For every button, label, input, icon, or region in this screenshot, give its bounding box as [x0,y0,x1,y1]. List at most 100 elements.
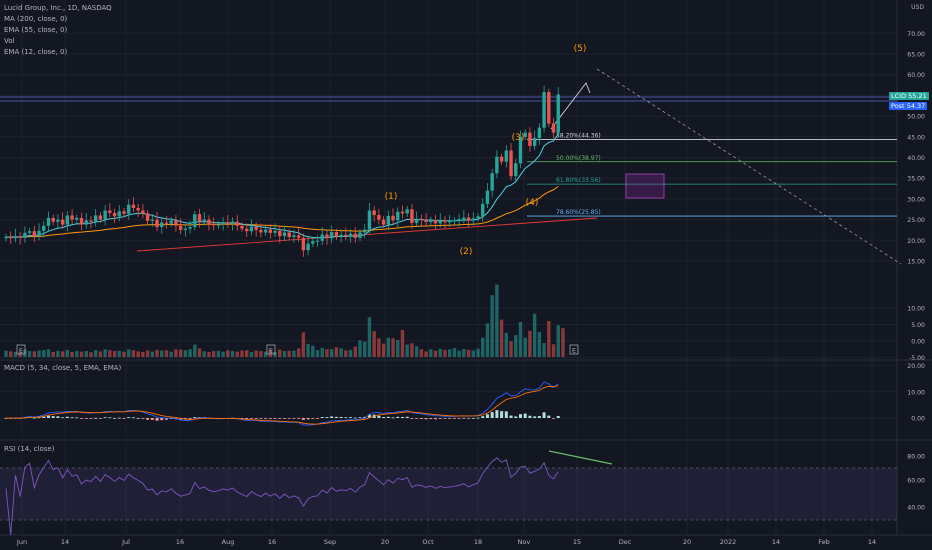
macd-histogram-bar [150,418,154,420]
volume-bar [532,313,537,357]
candle-body [556,94,560,133]
candle-body [315,240,320,242]
volume-bar [174,349,178,357]
price-axis-tick: 30.00 [907,196,925,203]
volume-bar [84,351,88,357]
time-axis-tick: Jun [16,538,27,546]
volume-bar [329,349,334,357]
time-axis-tick: 2022 [720,538,737,546]
volume-bar [551,344,556,357]
candle-body [216,224,221,226]
candle-body [174,220,178,226]
price-axis-tick: 15.00 [907,259,925,266]
candle-body [348,233,353,237]
candle-body [381,219,386,225]
candle-body [523,132,527,137]
volume-bar [70,351,74,357]
candle-body [211,223,216,226]
volume-bar [499,319,504,357]
candle-body [32,231,37,237]
volume-bar [504,332,509,357]
volume-bar [141,351,145,357]
volume-bar [556,325,560,357]
volume-bar [93,350,98,357]
macd-title[interactable]: MACD (5, 34, close, 5, EMA, EMA) [4,364,122,372]
macd-signal-line [5,385,559,425]
candle-body [447,221,452,223]
time-axis-tick: 14 [868,538,876,546]
time-axis-tick: Feb [818,538,830,546]
volume-bar [122,351,126,357]
candle-body [226,222,230,224]
volume-bar [108,350,112,357]
candle-body [547,92,551,124]
candle-body [235,221,239,226]
macd-histogram-bar [495,410,499,418]
macd-histogram-bar [419,418,423,419]
macd-histogram-bar [533,416,537,418]
macd-histogram-bar [434,418,438,420]
wave-label: (4) [526,198,539,208]
macd-histogram-bar [311,418,315,419]
price-axis-tick: 50.00 [907,114,925,121]
rsi-axis-tick: 80.00 [907,454,925,461]
macd-histogram-bar [500,411,504,418]
candle-body [127,204,131,214]
rsi-axis-tick: 40.00 [907,505,925,512]
candle-body [419,218,424,220]
macd-histogram-bar [160,418,164,421]
fib-label: 61.80%(33.56) [556,177,601,184]
candle-body [160,222,164,228]
time-axis-tick: Oct [422,538,434,546]
fib-label: 50.00%(38.97) [556,155,601,162]
macd-histogram-bar [547,415,551,418]
macd-histogram-bar [292,418,296,419]
volume-bar [282,351,287,357]
volume-bar [9,351,13,357]
rsi-line [5,457,559,536]
volume-bar [183,350,188,357]
macd-histogram-bar [37,417,41,419]
volume-bar [155,349,159,357]
macd-histogram-bar [424,418,428,420]
time-axis-tick: 14 [61,538,69,546]
volume-bar [353,346,357,357]
time-axis-tick: 20 [683,538,691,546]
volume-bar [396,340,400,357]
volume-bar [471,350,475,357]
volume-bar [216,350,221,357]
time-axis-tick: 20 [381,538,389,546]
ma200-legend[interactable]: MA (200, close, 0) [4,15,68,23]
candle-body [4,236,8,239]
candle-body [98,215,103,220]
candle-body [131,204,136,209]
vol-legend[interactable]: Vol [4,37,15,45]
candle-body [433,220,438,224]
volume-bar [37,350,41,357]
wave5-line [550,82,591,130]
macd-histogram-bar [481,416,485,418]
macd-histogram-bar [146,418,150,420]
ema55-legend[interactable]: EMA (55, close, 0) [4,26,68,34]
ma200-line [136,217,598,252]
volume-bar [306,343,310,357]
currency-label: USD [911,4,924,11]
volume-bar [259,351,263,357]
time-axis-tick: Jul [121,538,130,546]
candle-body [532,138,537,146]
candle-body [358,232,362,238]
macd-histogram-bar [485,414,489,418]
candle-body [292,235,296,237]
time-axis-tick: 18 [474,538,482,546]
volume-bar [127,349,131,357]
macd-histogram-bar [358,417,362,419]
ema12-legend[interactable]: EMA (12, close, 0) [4,48,68,56]
macd-histogram-bar [46,415,50,418]
macd-histogram-bar [523,413,527,418]
candle-body [438,220,442,224]
volume-bar [221,351,225,357]
rsi-title[interactable]: RSI (14, close) [4,445,55,453]
macd-histogram-bar [136,417,140,419]
macd-histogram-bar [108,417,112,419]
